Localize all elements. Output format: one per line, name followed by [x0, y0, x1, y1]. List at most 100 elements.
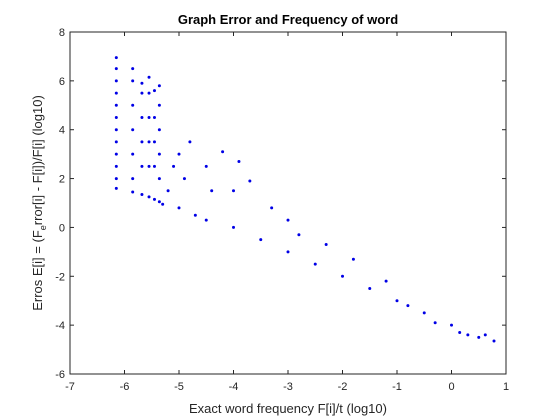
- data-point: [324, 243, 328, 247]
- x-tick-label: -1: [392, 381, 402, 393]
- data-point: [114, 67, 118, 71]
- y-axis-ticks: -6 -4 -2 0 2 4 6 8: [55, 27, 506, 381]
- data-point: [114, 177, 118, 181]
- data-point: [297, 233, 301, 237]
- data-point: [483, 333, 487, 337]
- y-tick-label: 0: [59, 222, 65, 234]
- x-tick-label: -2: [338, 381, 348, 393]
- data-point: [232, 189, 235, 193]
- data-point: [131, 152, 135, 156]
- x-tick-label: -6: [120, 381, 130, 393]
- data-point: [341, 274, 344, 278]
- data-point: [422, 311, 426, 315]
- data-point: [114, 140, 118, 144]
- data-point: [157, 128, 161, 132]
- data-point: [193, 213, 197, 217]
- data-point: [114, 116, 118, 119]
- data-point: [161, 202, 165, 206]
- x-axis-label: Exact word frequency F[i]/t (log10): [189, 401, 387, 416]
- x-tick-label: -4: [229, 381, 239, 393]
- x-tick-label: -7: [65, 381, 75, 393]
- data-point: [140, 81, 144, 85]
- data-point: [157, 103, 161, 107]
- data-point: [406, 304, 410, 308]
- data-point: [140, 140, 144, 144]
- data-point: [147, 164, 151, 168]
- data-point: [395, 299, 399, 303]
- data-point: [114, 164, 118, 168]
- data-point: [157, 84, 161, 88]
- data-point: [152, 164, 156, 168]
- y-tick-label: -6: [55, 369, 65, 381]
- data-point: [131, 79, 135, 83]
- data-point: [131, 128, 135, 132]
- data-point: [152, 197, 156, 201]
- x-tick-label: -3: [283, 381, 293, 393]
- data-point: [259, 238, 263, 242]
- data-point: [172, 164, 176, 168]
- data-point: [166, 189, 170, 193]
- data-point: [131, 190, 135, 194]
- data-point: [204, 164, 208, 168]
- data-point: [248, 179, 252, 183]
- data-point: [450, 323, 453, 327]
- data-point: [433, 321, 437, 325]
- data-point: [182, 177, 186, 181]
- data-point: [232, 225, 235, 229]
- data-point: [221, 150, 225, 154]
- data-point: [114, 91, 118, 95]
- data-point: [152, 116, 156, 119]
- data-point: [351, 257, 355, 261]
- data-point: [147, 140, 151, 144]
- data-point: [131, 103, 135, 107]
- y-axis-label-part-1: Erros E[i] = (F: [30, 230, 45, 311]
- data-point: [147, 116, 151, 119]
- data-point: [466, 333, 470, 337]
- data-point: [204, 218, 208, 222]
- x-axis-ticks: -7 -6 -5 -4 -3 -2 -1 0 1: [65, 32, 509, 393]
- y-axis-label-subscript: e: [38, 225, 48, 230]
- data-point: [140, 164, 144, 168]
- data-point: [147, 195, 151, 199]
- data-points: [114, 56, 496, 343]
- data-point: [131, 67, 135, 71]
- data-point: [157, 200, 161, 204]
- data-point: [384, 279, 388, 283]
- data-point: [188, 140, 192, 144]
- data-point: [114, 128, 118, 132]
- data-point: [477, 335, 481, 339]
- y-tick-label: -4: [55, 320, 65, 332]
- data-point: [114, 186, 118, 190]
- data-point: [177, 206, 181, 210]
- data-point: [492, 339, 496, 343]
- data-point: [286, 250, 290, 254]
- data-point: [140, 91, 144, 95]
- data-point: [147, 75, 151, 79]
- y-tick-label: 6: [59, 76, 65, 88]
- y-axis-label-part-2: rror[i] - F[i])/F[i] (log10): [30, 95, 45, 225]
- data-point: [157, 152, 161, 156]
- data-point: [368, 287, 372, 290]
- data-point: [131, 177, 135, 181]
- y-tick-label: -2: [55, 271, 65, 283]
- x-tick-label: -5: [174, 381, 184, 393]
- data-point: [458, 330, 462, 334]
- data-point: [270, 206, 274, 210]
- chart-title: Graph Error and Frequency of word: [178, 12, 398, 27]
- data-point: [114, 56, 118, 60]
- x-tick-label: 1: [503, 381, 509, 393]
- data-point: [114, 79, 118, 83]
- data-point: [286, 218, 290, 222]
- data-point: [140, 116, 144, 119]
- data-point: [177, 152, 181, 156]
- data-point: [152, 89, 156, 93]
- y-axis-label: Erros E[i] = (Ferror[i] - F[i])/F[i] (lo…: [30, 95, 48, 311]
- data-point: [140, 192, 144, 196]
- data-point: [237, 159, 241, 163]
- data-point: [152, 140, 156, 144]
- data-point: [114, 103, 118, 107]
- data-point: [313, 262, 317, 266]
- y-tick-label: 4: [59, 125, 65, 137]
